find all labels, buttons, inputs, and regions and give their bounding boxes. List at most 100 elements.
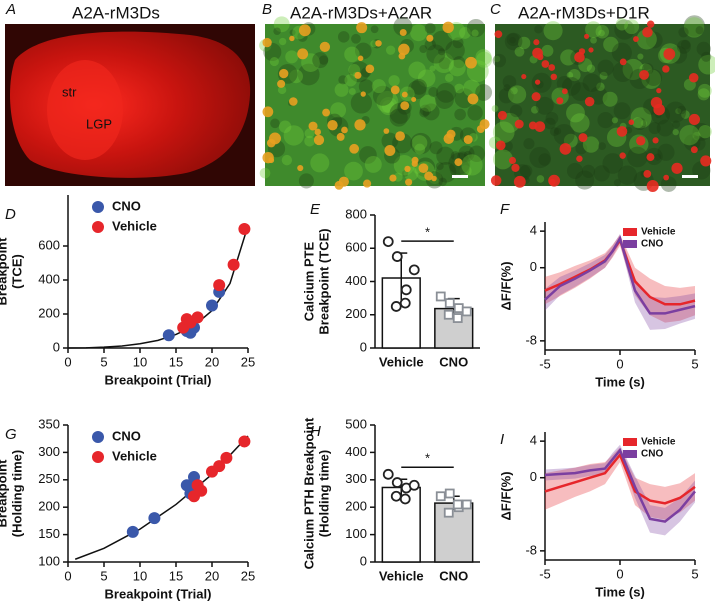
cell bbox=[356, 22, 368, 34]
cell bbox=[465, 56, 477, 69]
x-tick-label: 5 bbox=[691, 356, 698, 371]
cell bbox=[467, 93, 479, 105]
cell bbox=[341, 126, 348, 134]
texture bbox=[602, 91, 618, 107]
cell bbox=[495, 140, 506, 151]
cell bbox=[354, 71, 362, 79]
cell bbox=[690, 146, 698, 154]
cell bbox=[442, 21, 454, 34]
texture bbox=[466, 18, 486, 38]
texture bbox=[278, 37, 287, 46]
x-axis-title: Breakpoint (Trial) bbox=[105, 586, 212, 601]
data-point bbox=[443, 507, 454, 518]
texture bbox=[544, 117, 556, 130]
y-tick-label: 800 bbox=[345, 206, 367, 221]
texture bbox=[492, 149, 513, 170]
texture bbox=[289, 29, 296, 36]
cell bbox=[384, 145, 396, 156]
scale-bar bbox=[682, 175, 698, 178]
y-axis-title: (TCE) bbox=[9, 254, 24, 289]
cell bbox=[313, 134, 325, 146]
cell bbox=[636, 136, 646, 146]
x-tick-label: 20 bbox=[205, 568, 219, 583]
cell bbox=[616, 126, 628, 137]
texture bbox=[471, 29, 479, 37]
y-axis-title: (Holding time) bbox=[9, 450, 24, 537]
texture bbox=[669, 45, 688, 64]
y-axis-title: Breakpoint bbox=[0, 459, 9, 528]
texture bbox=[285, 50, 299, 64]
y-tick-label: 200 bbox=[38, 305, 60, 320]
texture bbox=[283, 125, 304, 146]
cell bbox=[619, 58, 627, 66]
y-tick-label: 100 bbox=[38, 553, 60, 568]
x-tick-label: 10 bbox=[133, 354, 147, 369]
cell bbox=[463, 135, 473, 145]
cell bbox=[289, 35, 295, 42]
cell bbox=[319, 41, 331, 53]
data-point bbox=[408, 479, 420, 491]
texture bbox=[640, 120, 647, 127]
texture bbox=[596, 82, 605, 91]
panel-title: A2A-rM3Ds+D1R bbox=[518, 3, 650, 22]
y-tick-label: 0 bbox=[530, 469, 537, 484]
panel-letter: I bbox=[500, 431, 504, 448]
texture bbox=[344, 46, 360, 63]
cell bbox=[297, 48, 309, 60]
legend-label: Vehicle bbox=[641, 227, 676, 238]
data-point bbox=[390, 301, 402, 312]
cell bbox=[628, 119, 635, 125]
panel-letter: D bbox=[5, 206, 16, 223]
texture bbox=[385, 45, 396, 55]
texture bbox=[424, 39, 436, 51]
texture bbox=[273, 27, 281, 35]
texture bbox=[414, 143, 426, 155]
texture bbox=[297, 63, 320, 86]
cell bbox=[411, 160, 418, 167]
cell bbox=[578, 48, 586, 55]
texture bbox=[259, 167, 271, 179]
texture bbox=[438, 177, 447, 187]
data-point bbox=[453, 303, 464, 314]
brain-image bbox=[10, 31, 251, 178]
y-axis-title: (Holding time) bbox=[316, 450, 331, 537]
point bbox=[238, 223, 251, 235]
texture bbox=[553, 123, 575, 146]
texture bbox=[428, 86, 439, 97]
texture bbox=[566, 71, 574, 79]
texture bbox=[506, 33, 520, 47]
cell bbox=[584, 96, 595, 107]
texture bbox=[312, 52, 329, 69]
texture bbox=[672, 128, 679, 136]
texture bbox=[519, 164, 533, 178]
cell bbox=[663, 174, 670, 181]
region-label: str bbox=[62, 84, 77, 99]
bar bbox=[434, 502, 474, 563]
texture bbox=[263, 42, 282, 62]
texture bbox=[410, 24, 428, 42]
x-tick-label: CNO bbox=[439, 354, 468, 369]
texture bbox=[381, 100, 395, 113]
x-tick-label: -5 bbox=[539, 356, 551, 371]
texture bbox=[453, 56, 466, 69]
y-tick-label: 150 bbox=[38, 526, 60, 541]
cell bbox=[418, 163, 429, 174]
cell bbox=[365, 64, 375, 74]
legend-label: Vehicle bbox=[112, 448, 157, 463]
x-tick-label: Vehicle bbox=[379, 568, 424, 583]
cell bbox=[431, 175, 437, 182]
texture bbox=[422, 103, 440, 121]
texture bbox=[625, 126, 633, 134]
x-tick-label: 20 bbox=[205, 354, 219, 369]
x-tick-label: 0 bbox=[616, 356, 623, 371]
legend-label: Vehicle bbox=[112, 218, 157, 233]
line bbox=[544, 452, 696, 505]
point bbox=[195, 484, 208, 497]
x-axis-title: Breakpoint (Trial) bbox=[105, 372, 212, 387]
cell bbox=[262, 151, 274, 164]
cell bbox=[289, 97, 298, 106]
texture bbox=[602, 153, 624, 174]
texture bbox=[678, 27, 689, 38]
legend-label: CNO bbox=[112, 428, 141, 443]
significance-label: * bbox=[425, 451, 430, 466]
